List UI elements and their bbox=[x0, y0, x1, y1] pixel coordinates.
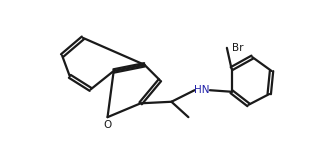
Text: Br: Br bbox=[232, 43, 243, 53]
Text: HN: HN bbox=[195, 85, 210, 95]
Text: O: O bbox=[103, 120, 112, 130]
